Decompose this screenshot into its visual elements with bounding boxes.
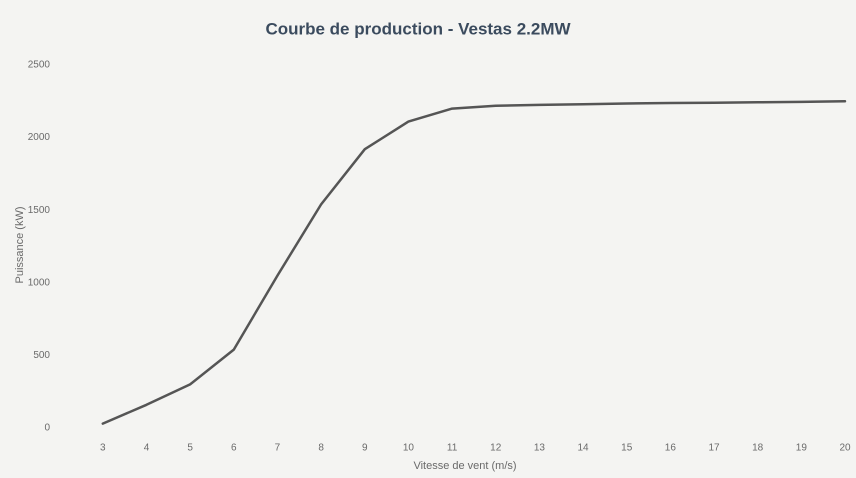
- x-tick-label: 17: [708, 443, 720, 454]
- x-tick-label: 6: [231, 443, 237, 454]
- x-axis-label: Vitesse de vent (m/s): [413, 460, 516, 472]
- y-axis-label: Puissance (kW): [14, 206, 26, 283]
- y-tick-label: 2000: [28, 132, 51, 143]
- y-tick-label: 2500: [28, 60, 51, 71]
- x-tick-label: 3: [100, 443, 106, 454]
- x-tick-label: 19: [796, 443, 808, 454]
- x-tick-label: 8: [318, 443, 324, 454]
- y-tick-label: 1500: [28, 205, 51, 216]
- y-tick-label: 500: [33, 350, 50, 361]
- x-tick-label: 10: [403, 443, 415, 454]
- x-tick-label: 7: [275, 443, 281, 454]
- x-tick-label: 13: [534, 443, 546, 454]
- y-tick-label: 1000: [28, 277, 51, 288]
- x-tick-label: 12: [490, 443, 502, 454]
- x-tick-label: 20: [839, 443, 851, 454]
- x-tick-label: 5: [187, 443, 193, 454]
- x-tick-label: 14: [577, 443, 589, 454]
- x-tick-label: 18: [752, 443, 764, 454]
- x-tick-label: 4: [144, 443, 150, 454]
- chart-title: Courbe de production - Vestas 2.2MW: [265, 19, 571, 38]
- line-series: [101, 100, 847, 425]
- x-tick-label: 9: [362, 443, 368, 454]
- x-tick-label: 11: [447, 443, 458, 454]
- x-tick-label: 15: [621, 443, 633, 454]
- y-tick-label: 0: [44, 423, 50, 434]
- x-tick-label: 16: [665, 443, 677, 454]
